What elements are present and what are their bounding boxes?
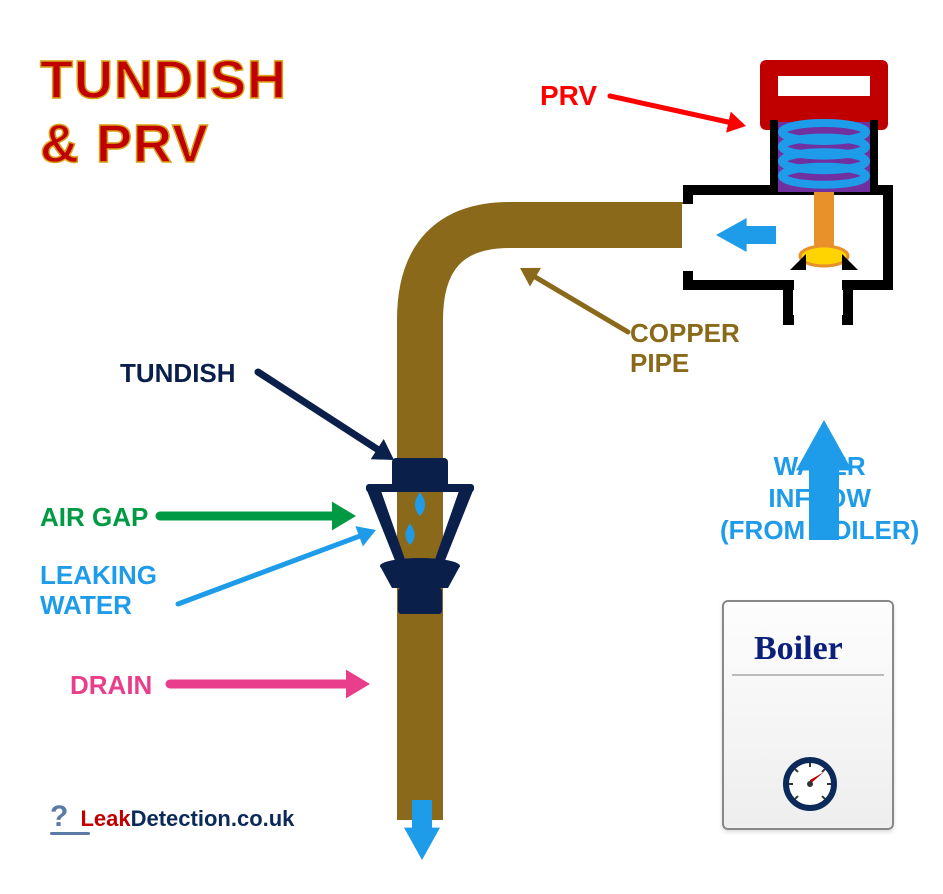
air-gap-label: AIR GAP	[40, 502, 148, 533]
logo-brand-leak: Leak	[80, 806, 130, 831]
boiler-title: Boiler	[754, 630, 843, 668]
tundish-label: TUNDISH	[120, 358, 236, 389]
logo-brand-rest: Detection.co.uk	[131, 806, 295, 831]
water-inflow-label: WATER INFLOW (FROM BOILER)	[720, 450, 919, 546]
leaking-water-label: LEAKING WATER	[40, 560, 157, 620]
question-mark-icon: ?	[50, 800, 68, 833]
pressure-gauge-icon	[780, 754, 840, 814]
main-title: TUNDISH & PRV	[40, 48, 287, 176]
drain-label: DRAIN	[70, 670, 152, 701]
copper-pipe-label: COPPER PIPE	[630, 318, 740, 378]
logo: ? LeakDetection.co.uk	[50, 800, 294, 835]
boiler-box: Boiler	[722, 600, 894, 830]
prv-label: PRV	[540, 80, 597, 112]
boiler-divider	[732, 674, 884, 676]
